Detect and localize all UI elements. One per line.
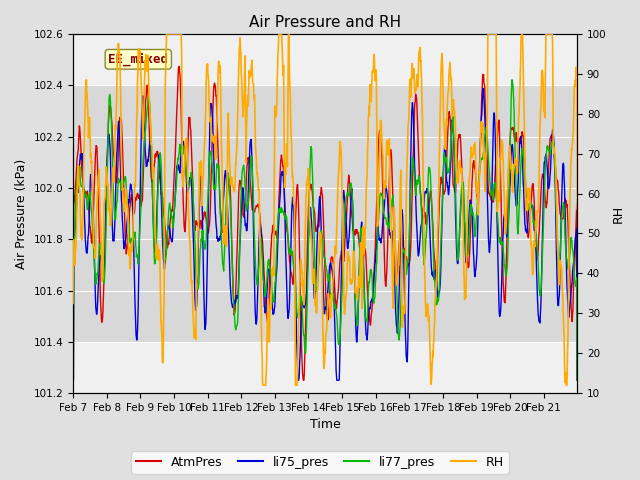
X-axis label: Time: Time	[310, 419, 340, 432]
Legend: AtmPres, li75_pres, li77_pres, RH: AtmPres, li75_pres, li77_pres, RH	[131, 451, 509, 474]
Y-axis label: RH: RH	[612, 204, 625, 223]
Bar	[73, 85, 577, 342]
Text: EE_mixed: EE_mixed	[108, 53, 168, 66]
Y-axis label: Air Pressure (kPa): Air Pressure (kPa)	[15, 158, 28, 269]
Title: Air Pressure and RH: Air Pressure and RH	[249, 15, 401, 30]
